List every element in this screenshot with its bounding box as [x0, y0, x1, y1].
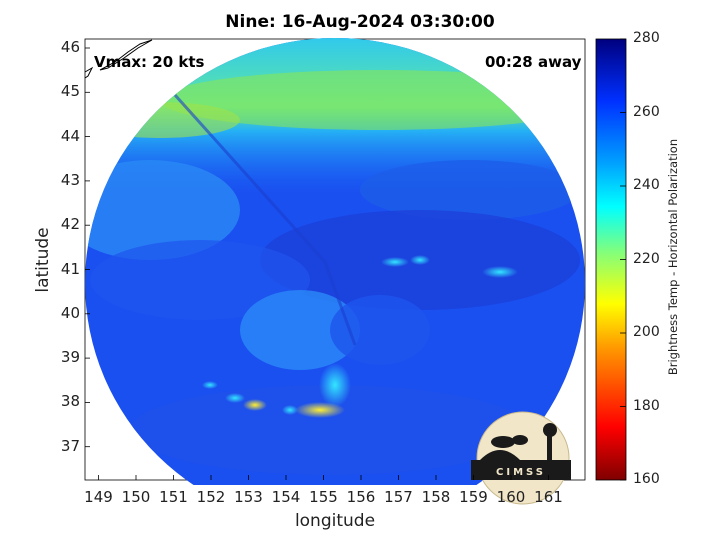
y-tick-label: 39: [60, 348, 80, 367]
colorbar-tick-label: 260: [633, 103, 660, 120]
map-title: Nine: 16-Aug-2024 03:30:00: [225, 12, 495, 32]
x-tick-label: 159: [459, 488, 488, 506]
x-tick-label: 149: [84, 488, 113, 506]
y-axis-label: latitude: [33, 227, 53, 293]
x-tick-label: 156: [346, 488, 376, 506]
x-axis-label: longitude: [294, 511, 376, 531]
cimss-logo: CIMSS: [471, 411, 571, 505]
x-tick-label: 161: [534, 488, 563, 506]
x-tick-label: 150: [121, 488, 151, 506]
colorbar-tick-label: 280: [633, 30, 660, 46]
y-tick-label: 45: [60, 82, 80, 101]
colorbar-tick-marks: [620, 38, 626, 481]
colorbar-tick-label: 220: [633, 250, 660, 267]
colorbar-tick-label: 240: [633, 177, 660, 193]
x-tick-label: 158: [421, 488, 451, 506]
x-tick-label: 151: [159, 488, 188, 506]
x-tick-label: 157: [384, 488, 413, 506]
x-tick-label: 154: [271, 488, 301, 506]
x-tick-label: 152: [196, 488, 226, 506]
y-tick-label: 40: [60, 303, 80, 322]
x-tick-label: 155: [309, 488, 338, 506]
y-tick-label: 37: [60, 436, 80, 455]
y-tick-marks: [85, 47, 90, 448]
y-tick-label: 42: [60, 215, 80, 234]
y-tick-label: 46: [60, 38, 80, 56]
coastline: [84, 39, 153, 79]
logo-text: CIMSS: [496, 467, 546, 478]
colorbar-tick-label: 160: [633, 471, 660, 487]
time-away-label: 00:28 away: [485, 53, 582, 71]
colorbar-tick-label: 200: [633, 324, 660, 340]
colorbar-label: Brightness Temp - Horizontal Polarizatio…: [666, 138, 680, 376]
y-tick-label: 44: [60, 126, 80, 145]
colorbar-tick-label: 180: [633, 397, 660, 414]
x-tick-label: 160: [496, 488, 526, 506]
y-tick-label: 38: [60, 392, 80, 411]
x-tick-marks: [98, 475, 549, 480]
x-tick-label: 153: [234, 488, 263, 506]
vmax-label: Vmax: 20 kts: [94, 53, 205, 71]
y-tick-label: 41: [60, 259, 80, 278]
y-tick-label: 43: [60, 170, 80, 189]
